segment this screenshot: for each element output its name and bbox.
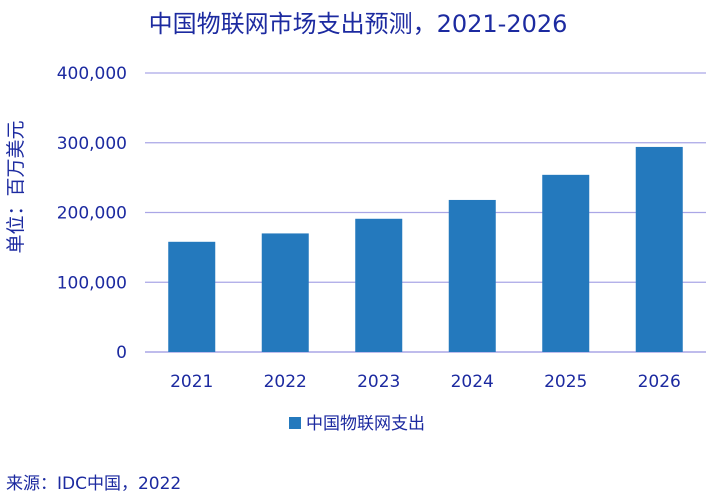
y-axis-ticks: 0 100,000 200,000 300,000 400,000 <box>57 64 127 363</box>
bar-2026 <box>635 146 683 352</box>
x-tick-label: 2024 <box>451 372 494 392</box>
x-tick-label: 2022 <box>264 372 307 392</box>
gridlines <box>145 72 706 353</box>
y-tick-label: 100,000 <box>57 273 127 293</box>
y-tick-label: 300,000 <box>57 134 127 154</box>
source-note: 来源：IDC中国，2022 <box>6 474 181 494</box>
legend-label: 中国物联网支出 <box>306 414 425 434</box>
x-tick-label: 2026 <box>638 372 681 392</box>
bar-2023 <box>355 218 403 352</box>
x-axis-ticks: 2021 2022 2023 2024 2025 2026 <box>170 372 681 392</box>
bar-2025 <box>542 174 590 352</box>
chart-title: 中国物联网市场支出预测，2021-2026 <box>149 10 568 38</box>
bar-2022 <box>261 233 309 352</box>
x-tick-label: 2025 <box>544 372 587 392</box>
bars <box>168 146 683 352</box>
legend-swatch <box>289 417 301 429</box>
bar-2021 <box>168 241 216 352</box>
y-tick-label: 0 <box>116 343 127 363</box>
x-tick-label: 2021 <box>170 372 213 392</box>
x-tick-label: 2023 <box>357 372 400 392</box>
bar-2024 <box>448 199 496 352</box>
y-axis-label: 单位：百万美元 <box>5 120 27 253</box>
y-tick-label: 200,000 <box>57 204 127 224</box>
y-tick-label: 400,000 <box>57 64 127 84</box>
legend: 中国物联网支出 <box>289 414 425 434</box>
